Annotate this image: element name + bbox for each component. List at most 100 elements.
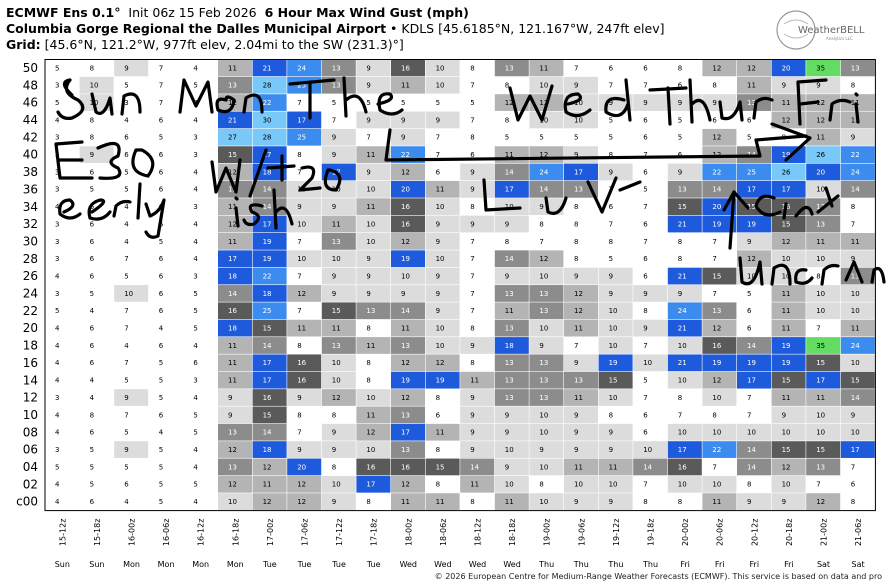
gust-cell bbox=[737, 371, 771, 389]
gust-value: 8 bbox=[643, 498, 647, 506]
gust-value: 4 bbox=[55, 377, 60, 385]
gust-cell bbox=[79, 337, 114, 354]
gust-cell bbox=[183, 233, 218, 250]
gust-cell bbox=[771, 337, 806, 354]
gust-value: 8 bbox=[436, 446, 440, 454]
annotation-ish bbox=[234, 188, 294, 230]
member-label: 02 bbox=[23, 477, 38, 491]
gust-value: 8 bbox=[851, 203, 855, 211]
gust-cell bbox=[840, 94, 875, 111]
gust-value: 9 bbox=[436, 272, 440, 280]
gust-value: 26 bbox=[816, 151, 825, 159]
gust-cell bbox=[356, 493, 391, 510]
member-label: 48 bbox=[23, 78, 38, 92]
gust-value: 16 bbox=[712, 342, 721, 350]
gust-cell bbox=[252, 458, 287, 476]
gust-value: 16 bbox=[366, 463, 375, 471]
gust-value: 7 bbox=[470, 307, 474, 315]
gust-value: 9 bbox=[851, 255, 855, 263]
gust-value: 9 bbox=[609, 168, 613, 176]
gust-cell bbox=[79, 76, 114, 94]
gust-value: 16 bbox=[263, 394, 272, 402]
gust-value: 9 bbox=[401, 116, 405, 124]
gust-cell bbox=[79, 233, 114, 250]
gust-cell bbox=[702, 371, 737, 389]
gust-value: 10 bbox=[505, 446, 514, 454]
gust-value: 4 bbox=[193, 394, 198, 402]
time-label: 19-18z bbox=[647, 519, 656, 546]
gust-cell bbox=[218, 371, 252, 389]
gust-value: 6 bbox=[90, 342, 95, 350]
day-label: Thu bbox=[538, 560, 554, 569]
gust-cell bbox=[79, 458, 114, 476]
gust-value: 13 bbox=[228, 186, 237, 194]
gust-value: 4 bbox=[193, 64, 198, 72]
gust-cell bbox=[45, 389, 79, 406]
gust-cell bbox=[633, 441, 668, 458]
gust-cell bbox=[529, 59, 564, 77]
gust-value: 8 bbox=[90, 64, 94, 72]
gust-cell bbox=[425, 493, 460, 510]
gust-value: 4 bbox=[159, 325, 164, 333]
gust-cell bbox=[702, 493, 737, 510]
gust-value: 8 bbox=[851, 82, 855, 90]
gust-value: 8 bbox=[574, 238, 578, 246]
gust-value: 15 bbox=[436, 463, 445, 471]
gust-cell bbox=[702, 319, 737, 337]
gust-cell bbox=[183, 406, 218, 424]
gust-value: 3 bbox=[193, 272, 197, 280]
gust-cell bbox=[356, 128, 391, 146]
weatherbell-logo: WeatherBELL Analytics LLC bbox=[776, 10, 865, 50]
gust-value: 10 bbox=[539, 82, 548, 90]
gust-value: 11 bbox=[228, 342, 237, 350]
gust-value: 7 bbox=[574, 342, 578, 350]
gust-value: 4 bbox=[193, 116, 198, 124]
gust-cell bbox=[45, 233, 79, 250]
gust-value: 13 bbox=[539, 377, 548, 385]
gust-value: 15 bbox=[816, 359, 825, 367]
gust-value: 9 bbox=[678, 99, 682, 107]
annotation-e30 bbox=[54, 140, 155, 180]
gust-value: 9 bbox=[747, 238, 751, 246]
gust-cell bbox=[218, 423, 252, 441]
gust-cell bbox=[564, 76, 598, 94]
gust-cell bbox=[737, 493, 771, 510]
gust-value: 8 bbox=[609, 238, 613, 246]
gust-value: 8 bbox=[574, 220, 578, 228]
gust-cell bbox=[45, 475, 79, 493]
member-label: 32 bbox=[23, 217, 38, 231]
gust-value: 8 bbox=[366, 325, 370, 333]
gust-cell bbox=[321, 128, 356, 146]
gust-cell bbox=[494, 59, 529, 77]
gust-value: 27 bbox=[228, 134, 237, 142]
gust-value: 7 bbox=[124, 359, 128, 367]
gust-cell bbox=[633, 389, 668, 406]
gust-value: 22 bbox=[263, 99, 272, 107]
day-label: Wed bbox=[469, 560, 486, 569]
gust-value: 10 bbox=[816, 411, 825, 419]
gust-cell bbox=[702, 146, 737, 163]
gust-cell bbox=[321, 180, 356, 198]
gust-value: 15 bbox=[609, 377, 618, 385]
gust-cell bbox=[391, 163, 425, 181]
gust-value: 9 bbox=[539, 203, 543, 211]
gust-cell bbox=[460, 180, 495, 198]
gust-cell bbox=[114, 458, 149, 476]
gust-value: 24 bbox=[539, 168, 548, 176]
gust-value: 10 bbox=[436, 325, 445, 333]
gust-value: 7 bbox=[436, 134, 440, 142]
gust-value: 24 bbox=[678, 307, 687, 315]
gust-value: 12 bbox=[782, 116, 791, 124]
gust-value: 11 bbox=[332, 220, 341, 228]
gust-cell bbox=[737, 163, 771, 181]
gust-cell bbox=[564, 302, 598, 320]
gust-cell bbox=[79, 267, 114, 285]
gust-cell bbox=[529, 128, 564, 146]
gust-value: 4 bbox=[193, 342, 198, 350]
gust-cell bbox=[529, 215, 564, 233]
gust-value: 8 bbox=[297, 342, 301, 350]
gust-cell bbox=[633, 163, 668, 181]
gust-cell bbox=[391, 319, 425, 337]
gust-value: 19 bbox=[401, 377, 410, 385]
gust-value: 14 bbox=[851, 186, 860, 194]
